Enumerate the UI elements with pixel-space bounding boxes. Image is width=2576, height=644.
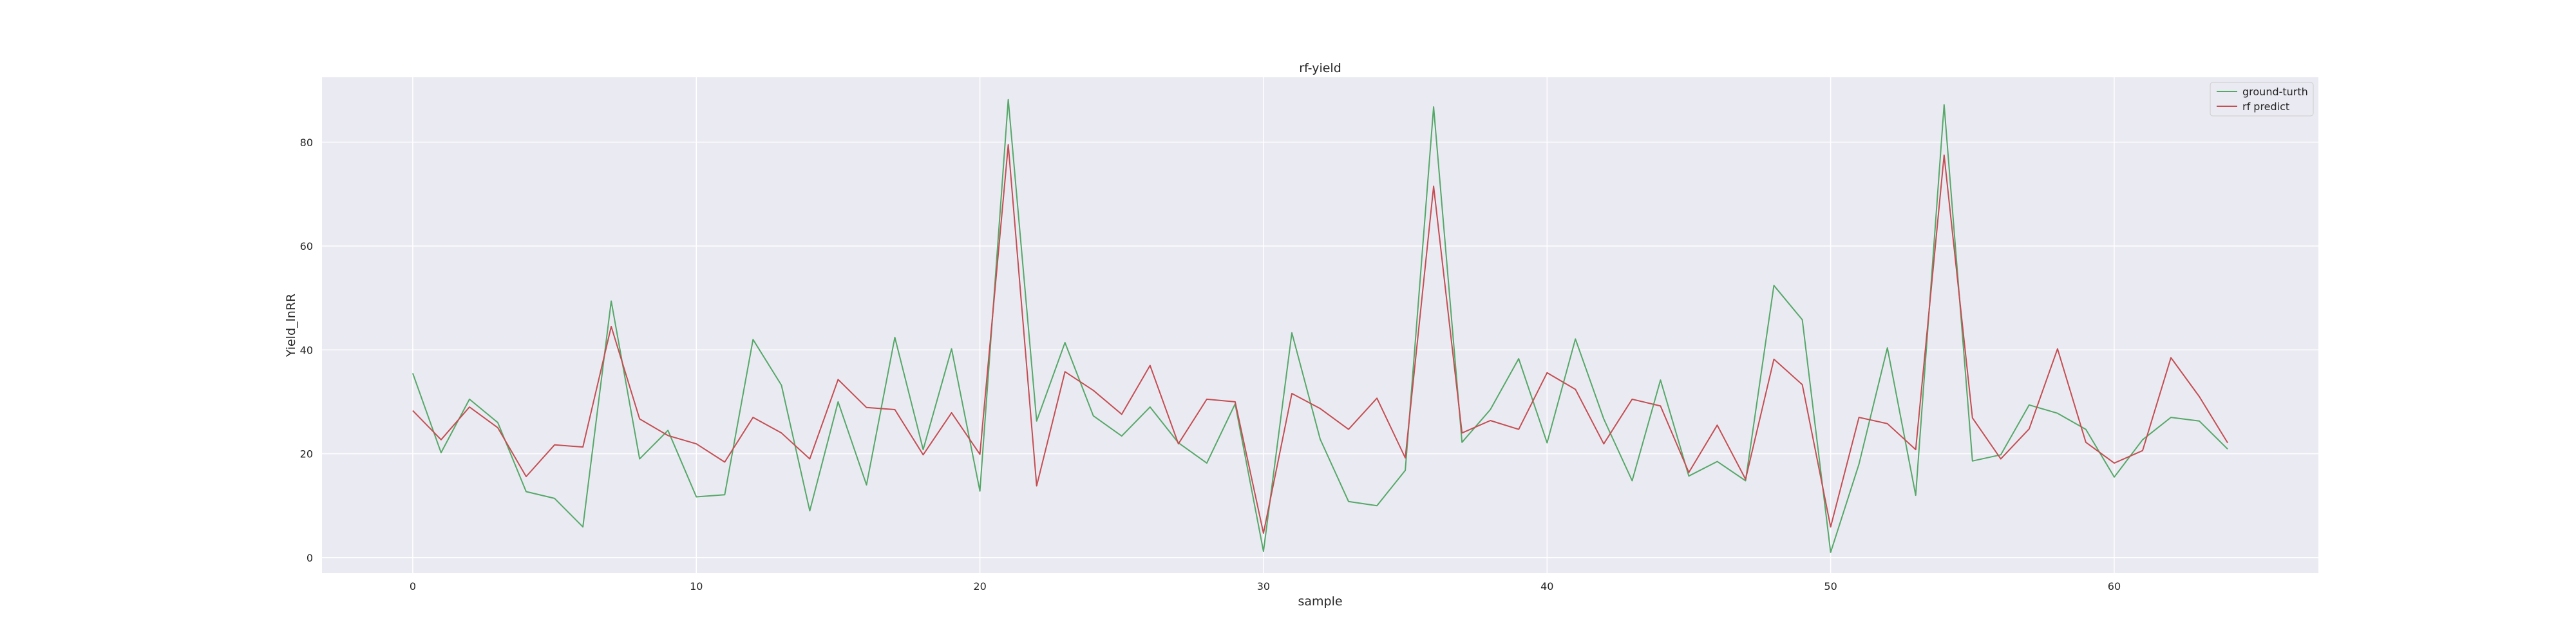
x-axis-label: sample: [1298, 594, 1342, 609]
y-tick-label: 80: [300, 137, 313, 149]
x-tick-label: 60: [2108, 580, 2121, 592]
y-tick-label: 0: [307, 552, 313, 564]
y-tick-label: 20: [300, 448, 313, 460]
x-tick-label: 20: [973, 580, 986, 592]
grid: [322, 77, 2318, 573]
legend-label-ground-turth: ground-turth: [2242, 86, 2308, 98]
legend-label-rf-predict: rf predict: [2242, 100, 2289, 113]
x-tick-label: 50: [1824, 580, 1837, 592]
y-tick-labels: 0 20 40 60 80: [300, 137, 313, 564]
x-tick-label: 30: [1257, 580, 1270, 592]
series-lines: [412, 99, 2228, 553]
y-tick-label: 60: [300, 240, 313, 252]
legend: ground-turth rf predict: [2210, 82, 2314, 117]
x-tick-label: 0: [410, 580, 416, 592]
y-axis-label: Yield_lnRR: [284, 294, 298, 357]
plot-background: [322, 77, 2318, 573]
x-tick-labels: 0 10 20 30 40 50 60: [410, 580, 2121, 592]
series-line-rf-predict: [412, 144, 2228, 534]
chart-title: rf-yield: [1299, 61, 1341, 75]
y-tick-label: 40: [300, 344, 313, 356]
x-tick-label: 10: [690, 580, 703, 592]
series-line-ground-turth: [412, 99, 2228, 553]
x-tick-label: 40: [1540, 580, 1553, 592]
